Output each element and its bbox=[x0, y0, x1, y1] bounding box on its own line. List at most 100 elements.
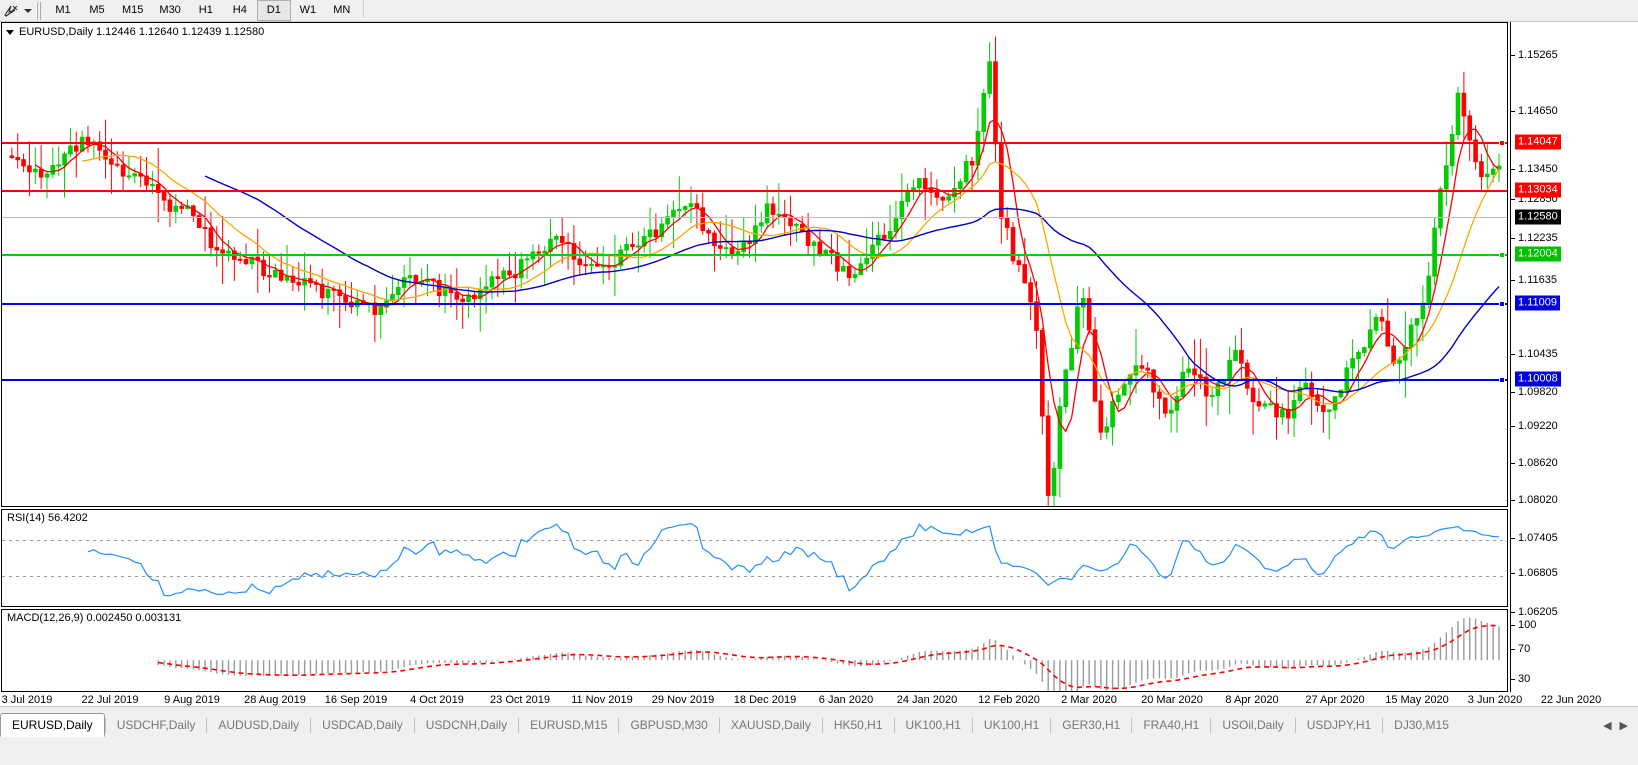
date-axis-label: 24 Jan 2020 bbox=[896, 694, 958, 706]
macd-label: MACD(12,26,9) 0.002450 0.003131 bbox=[7, 612, 182, 624]
chart-tab-usdchf-daily[interactable]: USDCHF,Daily bbox=[116, 718, 196, 732]
chart-tab-gbpusd-m30[interactable]: GBPUSD,M30 bbox=[630, 718, 708, 732]
chart-tabs: EURUSD,Daily USDCHF,Daily AUDUSD,Daily USDC… bbox=[0, 713, 1593, 737]
date-axis-label: 9 Aug 2019 bbox=[164, 694, 220, 706]
rsi-axis-tick bbox=[1510, 679, 1515, 680]
rsi-axis-tick bbox=[1510, 649, 1515, 650]
tab-separator bbox=[1210, 717, 1212, 733]
price-axis-tick bbox=[1510, 392, 1515, 393]
tab-nav: ◀ ▶ bbox=[1593, 713, 1638, 737]
toolbar-grip-handle[interactable] bbox=[36, 1, 43, 20]
toolbar-dropdown-caret-icon[interactable] bbox=[22, 1, 34, 21]
price-level-badge[interactable]: 1.10008 bbox=[1515, 371, 1561, 387]
tab-separator bbox=[971, 717, 973, 733]
rsi-guide-70 bbox=[2, 540, 1507, 542]
tab-separator bbox=[518, 717, 520, 733]
toolbar: M1 M5 M15 M30 H1 H4 D1 W1 MN bbox=[0, 0, 1638, 22]
price-level-badge[interactable]: 1.12004 bbox=[1515, 246, 1561, 262]
macd-pane[interactable]: MACD(12,26,9) 0.002450 0.003131 bbox=[1, 609, 1508, 692]
chart-tabbar: EURUSD,Daily USDCHF,Daily AUDUSD,Daily USDC… bbox=[0, 706, 1638, 765]
timeframe-button-d1[interactable]: D1 bbox=[256, 0, 291, 21]
timeframe-button-h4[interactable]: H4 bbox=[232, 4, 247, 16]
chart-tab-eurusd-m15[interactable]: EURUSD,M15 bbox=[530, 718, 608, 732]
level-anchor-handle[interactable] bbox=[1499, 377, 1505, 383]
chart-header-caret-icon[interactable] bbox=[6, 29, 14, 35]
cursor-crosshair-icon[interactable] bbox=[0, 1, 22, 21]
timeframe-button-m5[interactable]: M5 bbox=[89, 4, 105, 16]
price-axis-label: 1.09820 bbox=[1518, 386, 1558, 398]
timeframe-button-m1[interactable]: M1 bbox=[55, 4, 71, 16]
price-axis-tick bbox=[1510, 111, 1515, 112]
rsi-line-series bbox=[87, 522, 1500, 597]
price-axis-label: 1.14650 bbox=[1518, 105, 1558, 117]
price-level-badge[interactable]: 1.11009 bbox=[1515, 295, 1560, 311]
rsi-label: RSI(14) 56.4202 bbox=[7, 512, 88, 524]
date-axis-label: 4 Oct 2019 bbox=[410, 694, 464, 706]
macd-series bbox=[157, 617, 1500, 691]
price-level-badge[interactable]: 1.12580 bbox=[1515, 209, 1561, 225]
timeframe-button-m30[interactable]: M30 bbox=[159, 4, 181, 16]
chart-tab-audusd-daily[interactable]: AUDUSD,Daily bbox=[218, 718, 300, 732]
chart-tab-xauusd-daily[interactable]: XAUUSD,Daily bbox=[730, 718, 811, 732]
timeframe-group: M1 M5 M15 M30 H1 H4 D1 W1 MN bbox=[46, 0, 368, 22]
level-line-support-green[interactable] bbox=[2, 252, 1507, 258]
chart-tab-usdcnh-daily[interactable]: USDCNH,Daily bbox=[425, 718, 508, 732]
level-line-current-price[interactable] bbox=[2, 217, 1507, 218]
chart-tab-usoil-daily[interactable]: USOil,Daily bbox=[1222, 718, 1284, 732]
date-axis-label: 16 Sep 2019 bbox=[324, 694, 388, 706]
chart-tab-usdjpy-h1[interactable]: USDJPY,H1 bbox=[1306, 718, 1372, 732]
tab-separator bbox=[1131, 717, 1133, 733]
timeframe-button-h1[interactable]: H1 bbox=[198, 4, 213, 16]
chart-tab-usdcad-daily[interactable]: USDCAD,Daily bbox=[322, 718, 403, 732]
chart-area[interactable]: EURUSD,Daily 1.12446 1.12640 1.12439 1.1… bbox=[0, 22, 1638, 765]
timeframe-button-mn[interactable]: MN bbox=[333, 4, 351, 16]
price-axis-label: 1.10435 bbox=[1518, 348, 1558, 360]
price-axis-label: 1.08020 bbox=[1518, 494, 1558, 506]
price-axis[interactable]: 1.15265 1.14650 1.14047 1.13450 1.12850 1.130… bbox=[1510, 22, 1638, 765]
rsi-guide-30 bbox=[2, 575, 1507, 577]
level-anchor-handle[interactable] bbox=[1499, 252, 1505, 258]
date-axis-label: 11 Nov 2019 bbox=[571, 694, 633, 706]
chart-tab-ger30-h1[interactable]: GER30,H1 bbox=[1062, 718, 1121, 732]
moving-average-line bbox=[34, 118, 1500, 433]
moving-average-line bbox=[81, 154, 1500, 405]
tab-separator bbox=[821, 717, 823, 733]
chart-tab-uk100-h1[interactable]: UK100,H1 bbox=[983, 718, 1040, 732]
level-anchor-handle[interactable] bbox=[1499, 301, 1505, 307]
price-pane[interactable]: EURUSD,Daily 1.12446 1.12640 1.12439 1.1… bbox=[1, 22, 1508, 507]
date-axis-label: 22 Jun 2020 bbox=[1540, 694, 1602, 706]
candlestick-series bbox=[9, 36, 1502, 506]
date-axis-label: 27 Apr 2020 bbox=[1305, 694, 1365, 706]
price-axis-tick bbox=[1510, 426, 1515, 427]
timeframe-button-m15[interactable]: M15 bbox=[122, 4, 144, 16]
price-level-badge[interactable]: 1.14047 bbox=[1515, 134, 1561, 150]
chart-tab-dj30-m15[interactable]: DJ30,M15 bbox=[1394, 718, 1449, 732]
price-axis-tick bbox=[1510, 463, 1515, 464]
rsi-axis-label: 30 bbox=[1518, 673, 1531, 685]
price-axis-tick bbox=[1510, 238, 1515, 239]
tab-separator bbox=[893, 717, 895, 733]
price-level-badge[interactable]: 1.13034 bbox=[1515, 182, 1561, 198]
chart-tab-fra40-h1[interactable]: FRA40,H1 bbox=[1143, 718, 1200, 732]
level-line-resistance-2[interactable] bbox=[2, 190, 1507, 192]
tab-separator bbox=[1382, 717, 1384, 733]
level-line-support-blue-1[interactable] bbox=[2, 301, 1507, 307]
timeframe-button-w1[interactable]: W1 bbox=[299, 4, 317, 16]
level-anchor-handle[interactable] bbox=[1499, 140, 1505, 146]
toolbar-separator bbox=[362, 0, 364, 18]
chart-tab-uk100-h1[interactable]: UK100,H1 bbox=[905, 718, 961, 732]
price-axis-label: 1.07405 bbox=[1518, 532, 1558, 544]
tab-prev-icon[interactable]: ◀ bbox=[1603, 719, 1612, 732]
date-axis-label: 23 Oct 2019 bbox=[490, 694, 550, 706]
price-axis-label: 1.09220 bbox=[1518, 420, 1558, 432]
rsi-pane[interactable]: RSI(14) 56.4202 bbox=[1, 509, 1508, 607]
level-line-resistance-1[interactable] bbox=[2, 140, 1507, 146]
chart-tab-hk50-h1[interactable]: HK50,H1 bbox=[833, 718, 883, 732]
level-line-support-blue-2[interactable] bbox=[2, 377, 1507, 383]
date-axis-label: 3 Jun 2020 bbox=[1467, 694, 1523, 706]
date-axis-label: 18 Dec 2019 bbox=[733, 694, 797, 706]
chart-tab-eurusd-daily[interactable]: EURUSD,Daily bbox=[0, 713, 105, 737]
date-axis-label: 22 Jul 2019 bbox=[81, 694, 139, 706]
tab-next-icon[interactable]: ▶ bbox=[1619, 719, 1628, 732]
